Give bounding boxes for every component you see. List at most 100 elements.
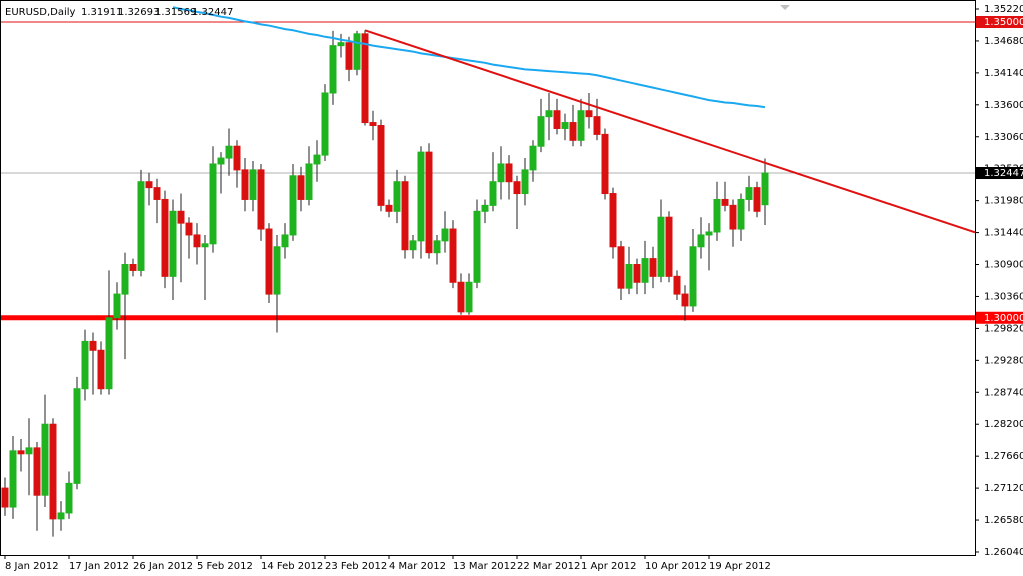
candle-body	[689, 246, 697, 307]
candle-body	[441, 228, 449, 242]
candle-body	[281, 234, 289, 248]
x-tick-label: 17 Jan 2012	[69, 561, 129, 572]
candle-body	[673, 275, 681, 295]
y-tick-label: 1.28740	[984, 387, 1023, 398]
candle-body	[209, 163, 217, 245]
candle-body	[569, 122, 577, 141]
candle-body	[593, 116, 601, 135]
y-tick-label: 1.33600	[984, 100, 1023, 111]
candle-body	[41, 423, 49, 496]
candle-body	[449, 228, 457, 283]
bid-label-box	[976, 167, 1023, 180]
candle-body	[185, 222, 193, 236]
shift-marker	[780, 5, 790, 10]
x-tick-label: 22 Mar 2012	[517, 561, 580, 572]
candle-body	[201, 243, 209, 248]
candle-body	[353, 33, 361, 70]
candle-body	[145, 181, 153, 189]
candle-body	[401, 181, 409, 251]
candle-body	[177, 210, 185, 224]
candle-body	[521, 169, 529, 195]
candle-body	[97, 349, 105, 390]
candle-body	[289, 175, 297, 236]
candle-body	[385, 204, 393, 212]
y-tick-label: 1.31440	[984, 228, 1023, 239]
candle-body	[697, 234, 705, 248]
candle-body	[481, 204, 489, 212]
candle-body	[153, 187, 161, 200]
candle-body	[137, 181, 145, 271]
candle-body	[105, 317, 113, 390]
header: EURUSD,Daily 1.31911 1.32693 1.31569 1.3…	[5, 7, 233, 18]
candle-body	[465, 281, 473, 313]
y-tick-label: 1.33060	[984, 132, 1023, 143]
x-tick-label: 14 Feb 2012	[261, 561, 323, 572]
x-tick-label: 13 Mar 2012	[453, 561, 516, 572]
candle-body	[9, 450, 17, 508]
candle-body	[737, 198, 745, 230]
candle-body	[513, 181, 521, 195]
candle-body	[577, 110, 585, 141]
candle-body	[241, 169, 249, 200]
x-tick-label: 5 Feb 2012	[197, 561, 253, 572]
candle-body	[49, 423, 57, 520]
candle-body	[297, 175, 305, 200]
candle-body	[329, 45, 337, 94]
candle-body	[121, 264, 129, 295]
x-tick-label: 10 Apr 2012	[645, 561, 707, 572]
candle-body	[649, 258, 657, 277]
candle-body	[361, 33, 369, 124]
candle-body	[73, 388, 81, 484]
candle-body	[1, 487, 9, 508]
candle-body	[89, 340, 97, 351]
ohlc-low: 1.31569	[155, 7, 196, 18]
candle-body	[553, 110, 561, 129]
candle-body	[425, 151, 433, 254]
candle-body	[729, 204, 737, 230]
level-label-box	[976, 16, 1023, 29]
candle-body	[745, 187, 753, 200]
x-tick-label: 23 Feb 2012	[325, 561, 387, 572]
candle-body	[113, 293, 121, 319]
trendline	[364, 29, 976, 234]
candle-body	[585, 110, 593, 118]
candle-body	[681, 293, 689, 307]
candle-body	[249, 169, 257, 200]
x-tick-label: 1 Apr 2012	[581, 561, 636, 572]
y-tick-label: 1.28200	[984, 419, 1023, 430]
level-label: 1.35000	[984, 17, 1023, 28]
candle-body	[217, 157, 225, 165]
candle-body	[641, 258, 649, 283]
candle-body	[57, 512, 65, 520]
candle-body	[313, 154, 321, 165]
candle-body	[129, 264, 137, 271]
candle-body	[665, 216, 673, 277]
moving-average	[172, 6, 766, 109]
candle-body	[305, 163, 313, 200]
candle-body	[193, 234, 201, 248]
candle-body	[265, 228, 273, 295]
candle-body	[417, 151, 425, 242]
candle-body	[529, 145, 537, 171]
candle-body	[369, 122, 377, 127]
candle-body	[409, 240, 417, 251]
x-tick-label: 8 Jan 2012	[5, 561, 59, 572]
candle-body	[505, 163, 513, 183]
candle-body	[225, 145, 233, 159]
candle-body	[65, 482, 73, 514]
candle-body	[561, 122, 569, 129]
candle-body	[657, 216, 665, 277]
candle-body	[761, 172, 769, 206]
x-tick-label: 19 Apr 2012	[709, 561, 771, 572]
plot-area	[0, 6, 976, 537]
y-tick-label: 1.30360	[984, 291, 1023, 302]
bid-label: 1.32447	[984, 168, 1023, 179]
candle-body	[33, 447, 41, 496]
level-label: 1.30000	[984, 313, 1023, 324]
y-tick-label: 1.27660	[984, 451, 1023, 462]
candle-body	[633, 264, 641, 283]
y-tick-label: 1.26580	[984, 515, 1023, 526]
y-tick-label: 1.34680	[984, 36, 1023, 47]
candle-body	[713, 198, 721, 233]
